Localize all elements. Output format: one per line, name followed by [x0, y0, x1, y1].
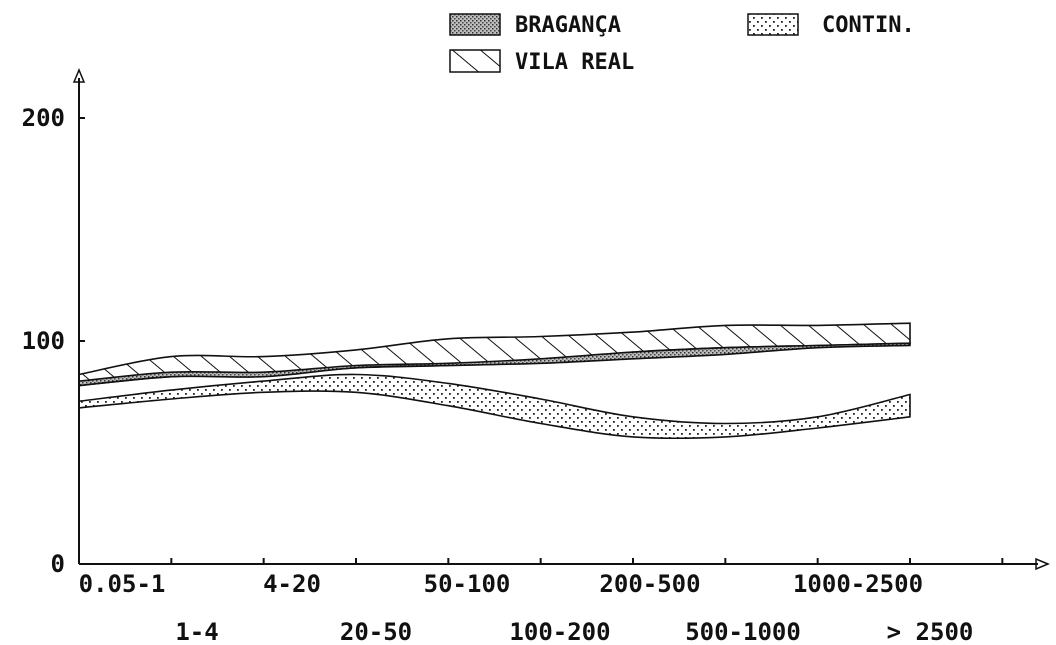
x-tick-label: 50-100 [424, 570, 511, 598]
y-tick-label: 100 [22, 327, 65, 355]
legend-swatch-contin [747, 13, 799, 36]
y-tick-label: 200 [22, 104, 65, 132]
legend-label-braganca: BRAGANÇA [515, 13, 621, 38]
legend-swatch-braganca [449, 13, 501, 36]
legend-label-contin: CONTIN. [822, 13, 915, 38]
legend-item-contin: CONTIN. [747, 13, 915, 38]
x-tick-label: 1-4 [175, 618, 218, 645]
x-tick-label: 1000-2500 [793, 570, 923, 598]
series-band-braganca [78, 342, 911, 387]
ticks: 0 100 200 0.05-1 1-4 4-20 20-50 50-100 100-200 20… [22, 104, 1004, 645]
legend-item-vila-real: VILA REAL [449, 49, 634, 75]
legend-swatch-vila-real [449, 49, 501, 73]
x-tick-label: 20-50 [340, 618, 412, 645]
x-tick-label: 100-200 [509, 618, 610, 645]
series-band-contin [78, 373, 911, 440]
y-tick-label: 0 [51, 550, 65, 578]
legend-item-braganca: BRAGANÇA [449, 13, 621, 38]
x-tick-label: 0.05-1 [79, 570, 166, 598]
x-tick-label: 200-500 [599, 570, 700, 598]
y-axis-arrow [72, 68, 86, 83]
x-tick-label: 4-20 [263, 570, 321, 598]
x-tick-label: > 2500 [887, 618, 974, 645]
axes [72, 68, 1050, 571]
x-axis-arrow [1035, 557, 1050, 571]
x-tick-label: 500-1000 [685, 618, 801, 645]
legend: BRAGANÇA CONTIN. VILA REAL [449, 13, 915, 75]
plot-area [78, 322, 911, 440]
legend-label-vila-real: VILA REAL [515, 50, 634, 75]
